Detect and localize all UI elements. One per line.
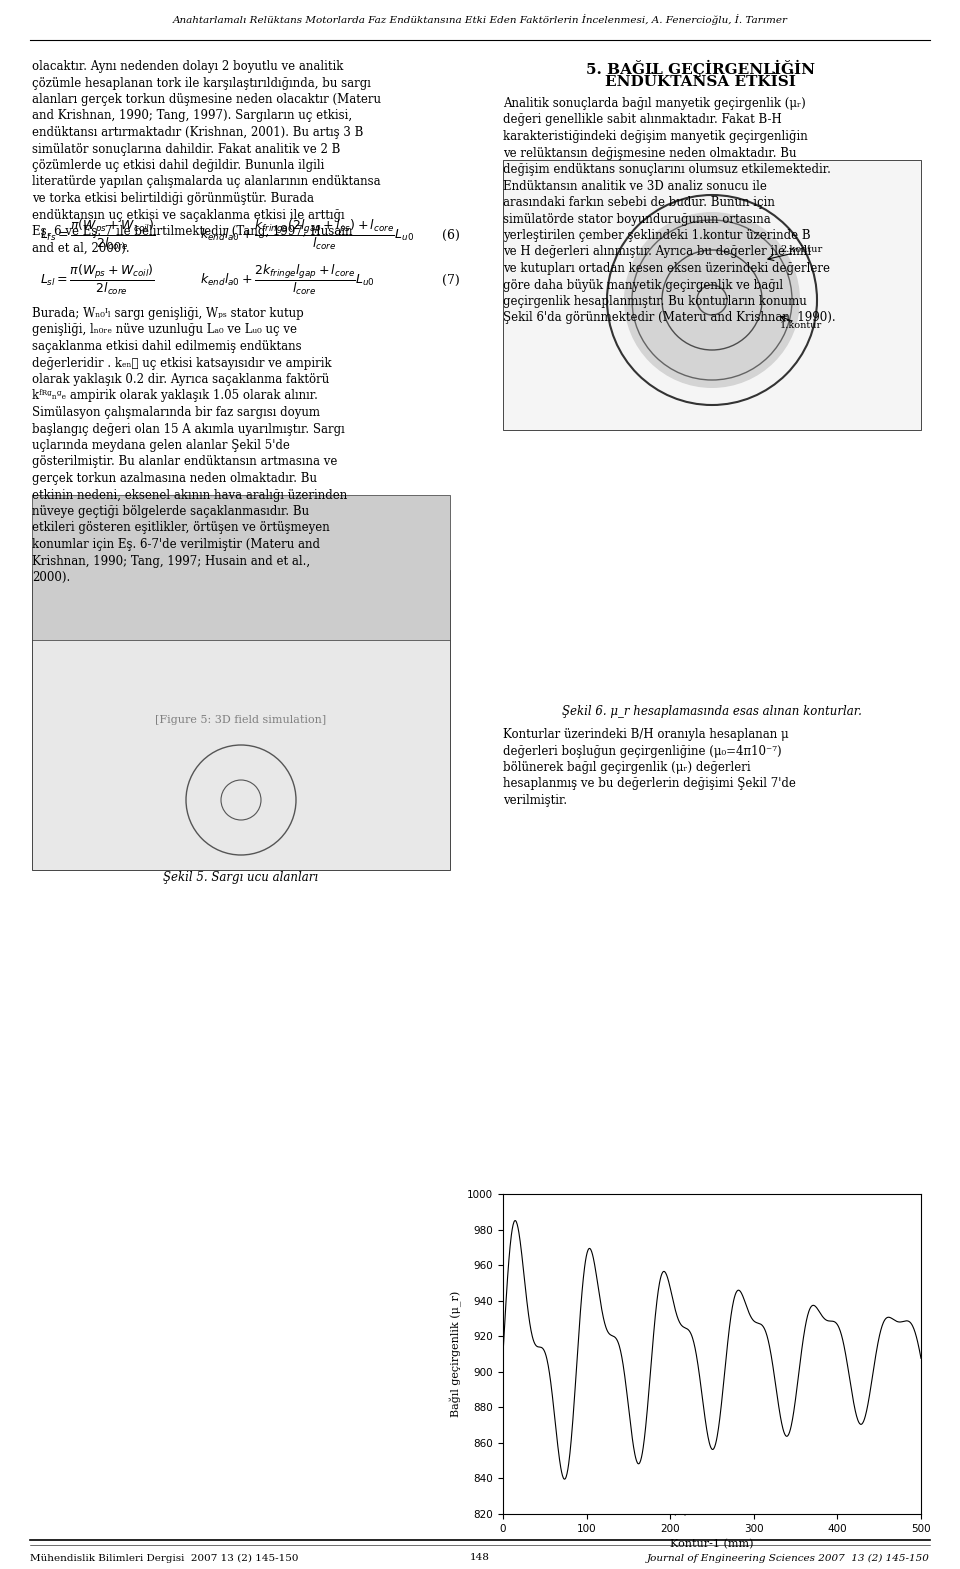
Text: 148: 148 xyxy=(470,1553,490,1563)
Text: Şekil 5. Sargı ucu alanları: Şekil 5. Sargı ucu alanları xyxy=(163,871,319,883)
Text: $L_{fs} = \dfrac{\pi(W_{ps}+W_{coil})}{2l_{core}}$: $L_{fs} = \dfrac{\pi(W_{ps}+W_{coil})}{2… xyxy=(40,218,156,253)
Circle shape xyxy=(624,212,800,388)
Text: Konturlar üzerindeki B/H oranıyla hesaplanan μ
değerleri boşluğun geçirgenliğine: Konturlar üzerindeki B/H oranıyla hesapl… xyxy=(503,728,796,806)
FancyBboxPatch shape xyxy=(32,570,450,869)
Text: $k_{end}l_{a0} + \dfrac{k_{fringe}(2l_{gap}+l_{ps})+l_{core}}{l_{core}} L_{u0}$: $k_{end}l_{a0} + \dfrac{k_{fringe}(2l_{g… xyxy=(200,218,414,253)
Text: (a) 1. kontur.: (a) 1. kontur. xyxy=(673,1503,751,1517)
Text: (7): (7) xyxy=(443,273,460,287)
Text: Anahtarlamalı Relüktans Motorlarda Faz Endüktansına Etki Eden Faktörlerin İncele: Anahtarlamalı Relüktans Motorlarda Faz E… xyxy=(173,14,787,25)
Text: $L_{sl} = \dfrac{\pi(W_{ps}+W_{coil})}{2l_{core}}$: $L_{sl} = \dfrac{\pi(W_{ps}+W_{coil})}{2… xyxy=(40,264,155,297)
FancyBboxPatch shape xyxy=(503,160,921,430)
Text: Journal of Engineering Sciences 2007  13 (2) 145-150: Journal of Engineering Sciences 2007 13 … xyxy=(647,1553,930,1563)
Text: 1.kontur: 1.kontur xyxy=(780,320,823,329)
Text: Burada; Wₙ₀ᴵₗ sargı genişliği, Wₚₛ stator kutup
genişliği, lₙ₀ᵣₑ nüve uzunluğu L: Burada; Wₙ₀ᴵₗ sargı genişliği, Wₚₛ stato… xyxy=(32,308,348,584)
Text: ENDÜKTANSA ETKİSİ: ENDÜKTANSA ETKİSİ xyxy=(605,75,796,89)
Text: (6): (6) xyxy=(443,229,460,242)
X-axis label: Kontur-1 (mm): Kontur-1 (mm) xyxy=(670,1539,754,1550)
Text: [Figure 5: 3D field simulation]: [Figure 5: 3D field simulation] xyxy=(156,715,326,725)
FancyBboxPatch shape xyxy=(32,494,450,640)
Text: olacaktır. Aynı nedenden dolayı 2 boyutlu ve analitik
çözümle hesaplanan tork il: olacaktır. Aynı nedenden dolayı 2 boyutl… xyxy=(32,60,381,254)
Text: Analitik sonuçlarda bağıl manyetik geçirgenlik (μᵣ)
değeri genellikle sabit alın: Analitik sonuçlarda bağıl manyetik geçir… xyxy=(503,97,835,325)
Y-axis label: Bağıl geçirgenlik (μ_r): Bağıl geçirgenlik (μ_r) xyxy=(449,1291,462,1417)
Text: Mühendislik Bilimleri Dergisi  2007 13 (2) 145-150: Mühendislik Bilimleri Dergisi 2007 13 (2… xyxy=(30,1553,299,1563)
Text: $k_{end}l_{a0} + \dfrac{2k_{fringe}l_{gap}+l_{core}}{l_{core}} L_{u0}$: $k_{end}l_{a0} + \dfrac{2k_{fringe}l_{ga… xyxy=(200,264,375,297)
Text: Şekil 6. μ_r hesaplamasında esas alınan konturlar.: Şekil 6. μ_r hesaplamasında esas alınan … xyxy=(562,706,862,719)
Text: 5. BAĞIL GEÇİRGENLİĞİN: 5. BAĞIL GEÇİRGENLİĞİN xyxy=(586,60,814,77)
Text: 2.kontur: 2.kontur xyxy=(780,245,823,254)
